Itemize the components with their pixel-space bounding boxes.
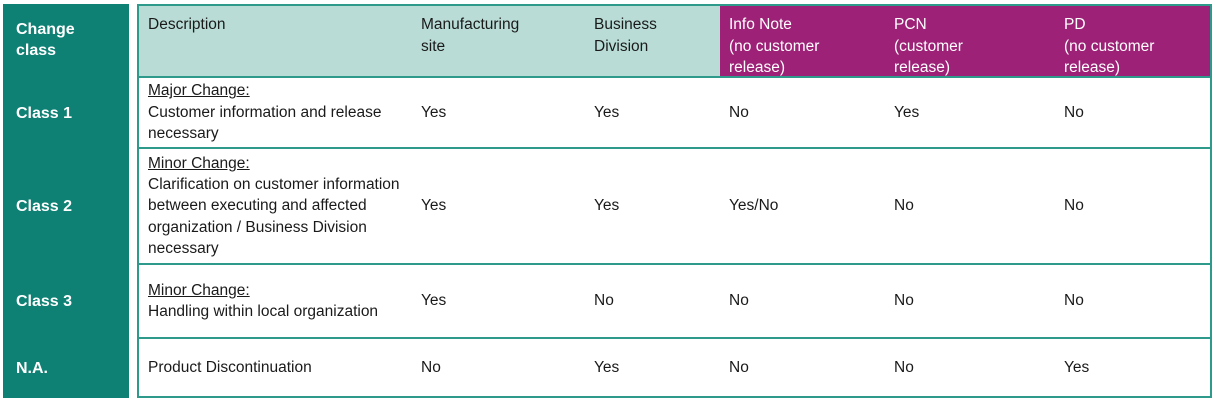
header-line: Info Note <box>729 16 792 33</box>
value-cell-business-division: Yes <box>594 358 620 376</box>
header-line: release) <box>894 59 950 77</box>
column-header-manufacturing-site: Manufacturing site <box>412 6 585 76</box>
value-cell-manufacturing-site: Yes <box>421 197 447 215</box>
description-title: Major Change: <box>148 82 250 100</box>
header-line: Business <box>594 16 657 33</box>
table-grid: Description Manufacturing site Business … <box>137 4 1212 398</box>
column-header-info-note: Info Note (no customer release) <box>720 6 885 76</box>
value-cell-info-note: No <box>729 358 749 376</box>
header-line: site <box>421 37 446 55</box>
header-line: Division <box>594 37 649 55</box>
value-cell-pd: No <box>1064 292 1084 310</box>
class-cell-na: N.A. <box>16 359 48 377</box>
description-body: Clarification on customer information be… <box>148 175 400 258</box>
description-title: Minor Change: <box>148 154 250 172</box>
corner-header-change-class: Change class <box>16 21 75 59</box>
value-cell-business-division: No <box>594 292 614 310</box>
description-body: Product Discontinuation <box>148 358 312 376</box>
table-row-class-1: Major Change: Customer information and r… <box>139 78 1210 149</box>
value-cell-business-division: Yes <box>594 197 620 215</box>
value-cell-pcn: No <box>894 197 914 215</box>
class-cell-class-3: Class 3 <box>16 293 73 310</box>
table-row-na: Product Discontinuation No Yes No No Yes <box>139 339 1210 396</box>
value-cell-info-note: Yes/No <box>729 197 779 215</box>
header-line: (no customer <box>1064 37 1155 55</box>
description-cell: Major Change: Customer information and r… <box>139 78 412 147</box>
header-line: PD <box>1064 16 1086 33</box>
description-title: Minor Change: <box>148 281 250 299</box>
value-cell-pcn: No <box>894 292 914 310</box>
description-cell: Minor Change: Handling within local orga… <box>139 265 412 337</box>
value-cell-pcn: No <box>894 358 914 376</box>
header-row: Description Manufacturing site Business … <box>139 6 1210 78</box>
value-cell-pcn: Yes <box>894 103 920 121</box>
class-column: Change class Class 1 Class 2 Class 3 N.A… <box>3 4 129 398</box>
value-cell-manufacturing-site: Yes <box>421 292 447 310</box>
column-header-pcn: PCN (customer release) <box>885 6 1055 76</box>
header-line: (no customer <box>729 37 820 55</box>
header-line: release) <box>729 59 785 77</box>
value-cell-pd: No <box>1064 103 1084 121</box>
description-body: Customer information and release necessa… <box>148 103 382 143</box>
column-header-description: Description <box>139 6 412 76</box>
class-cell-class-1: Class 1 <box>16 104 73 122</box>
table-row-class-2: Minor Change: Clarification on customer … <box>139 149 1210 265</box>
column-header-pd: PD (no customer release) <box>1055 6 1210 76</box>
value-cell-info-note: No <box>729 103 749 121</box>
header-line: (customer <box>894 37 963 55</box>
header-line: release) <box>1064 59 1120 77</box>
header-line: Description <box>148 16 226 33</box>
value-cell-pd: No <box>1064 197 1084 215</box>
description-body: Handling within local organization <box>148 303 379 320</box>
header-line: Manufacturing <box>421 16 520 33</box>
value-cell-pd: Yes <box>1064 358 1090 376</box>
description-cell: Product Discontinuation <box>139 339 412 396</box>
value-cell-manufacturing-site: Yes <box>421 103 447 121</box>
column-header-business-division: Business Division <box>585 6 720 76</box>
class-cell-class-2: Class 2 <box>16 198 73 215</box>
description-cell: Minor Change: Clarification on customer … <box>139 149 412 263</box>
value-cell-info-note: No <box>729 292 749 310</box>
value-cell-manufacturing-site: No <box>421 358 441 376</box>
header-line: PCN <box>894 16 927 33</box>
value-cell-business-division: Yes <box>594 103 620 121</box>
table-row-class-3: Minor Change: Handling within local orga… <box>139 265 1210 339</box>
